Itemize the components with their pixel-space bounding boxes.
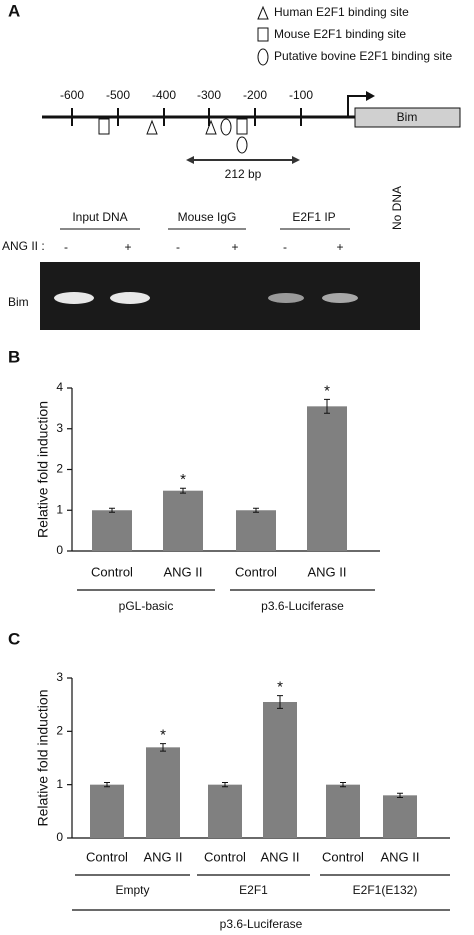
lane-label: No DNA — [390, 186, 404, 230]
y-tick-label: 3 — [56, 670, 63, 684]
treatment: + — [336, 240, 343, 254]
y-tick-label: 1 — [56, 502, 63, 516]
x-tick-label: ANG II — [163, 564, 202, 579]
group-label: E2F1(E132) — [353, 883, 418, 897]
significance: * — [277, 679, 283, 696]
band — [268, 293, 304, 303]
bar — [90, 784, 124, 838]
significance: * — [324, 382, 330, 399]
panel-label: B — [8, 347, 20, 366]
error-bar — [160, 743, 166, 752]
error-bar — [104, 782, 110, 788]
error-bar — [109, 507, 115, 513]
y-tick-label: 1 — [56, 777, 63, 791]
treatment: - — [176, 240, 180, 254]
error-bar — [340, 782, 346, 788]
tss-arrow — [347, 95, 368, 117]
bar — [307, 406, 347, 551]
bar — [326, 784, 360, 838]
position-label: -500 — [106, 88, 130, 102]
legend-text: Putative bovine E2F1 binding site — [274, 49, 452, 63]
y-axis-label: Relative fold induction — [35, 690, 51, 827]
triangle-icon — [257, 5, 269, 20]
bar — [92, 510, 132, 551]
bovine-site — [236, 136, 248, 154]
gene-label: Bim — [397, 110, 418, 124]
distance-label: 212 bp — [225, 167, 262, 181]
x-tick-label: Control — [204, 849, 246, 864]
mouse-site — [98, 118, 110, 135]
bar — [208, 784, 242, 838]
human-site — [205, 119, 217, 135]
treatment-label: ANG II : — [2, 239, 45, 253]
error-bar — [397, 792, 403, 798]
x-tick-label: Control — [86, 849, 128, 864]
legend-text: Mouse E2F1 binding site — [274, 27, 406, 41]
treatment: + — [124, 240, 131, 254]
ellipse-icon — [257, 48, 269, 66]
gel — [40, 262, 420, 330]
treatment: + — [231, 240, 238, 254]
significance: * — [180, 471, 186, 488]
group-label: p3.6-Luciferase — [220, 917, 303, 931]
y-tick-label: 0 — [56, 543, 63, 557]
position-label: -600 — [60, 88, 84, 102]
position-label: -100 — [289, 88, 313, 102]
lane-label: E2F1 IP — [292, 210, 335, 224]
bar — [383, 795, 417, 838]
arrow-head — [366, 91, 375, 101]
band — [110, 292, 150, 304]
bar — [146, 747, 180, 838]
rect-icon — [257, 27, 269, 42]
lane-label: Input DNA — [72, 210, 127, 224]
human-site — [146, 119, 158, 135]
gene-box — [354, 107, 461, 128]
x-tick-label: ANG II — [260, 849, 299, 864]
treatment: - — [283, 240, 287, 254]
bar — [263, 702, 297, 838]
y-tick-label: 4 — [56, 380, 63, 394]
row-label: Bim — [8, 295, 29, 309]
group-label: pGL-basic — [119, 599, 174, 613]
x-tick-label: Control — [322, 849, 364, 864]
error-bar — [324, 398, 330, 414]
arrow-head — [186, 156, 194, 164]
arrow-head — [292, 156, 300, 164]
y-tick-label: 0 — [56, 830, 63, 844]
y-tick-label: 2 — [56, 724, 63, 738]
position-label: -400 — [152, 88, 176, 102]
group-label: p3.6-Luciferase — [261, 599, 344, 613]
significance: * — [160, 727, 166, 744]
bar — [163, 490, 203, 551]
bar — [236, 510, 276, 551]
panel-label: C — [8, 629, 20, 648]
error-bar — [180, 487, 186, 494]
error-bar — [277, 695, 283, 709]
error-bar — [253, 507, 259, 513]
group-label: Empty — [115, 883, 149, 897]
panel-label: A — [8, 1, 20, 20]
band — [54, 292, 94, 304]
error-bar — [222, 782, 228, 788]
lane-label: Mouse IgG — [178, 210, 237, 224]
y-tick-label: 2 — [56, 462, 63, 476]
x-tick-label: Control — [235, 564, 277, 579]
band — [322, 293, 358, 303]
legend-text: Human E2F1 binding site — [274, 5, 409, 19]
mouse-site — [236, 118, 248, 135]
position-label: -300 — [197, 88, 221, 102]
x-tick-label: ANG II — [307, 564, 346, 579]
x-tick-label: ANG II — [143, 849, 182, 864]
group-label: E2F1 — [239, 883, 268, 897]
y-axis-label: Relative fold induction — [35, 401, 51, 538]
position-label: -200 — [243, 88, 267, 102]
x-tick-label: Control — [91, 564, 133, 579]
y-tick-label: 3 — [56, 421, 63, 435]
bovine-site — [220, 118, 232, 136]
treatment: - — [64, 240, 68, 254]
x-tick-label: ANG II — [380, 849, 419, 864]
